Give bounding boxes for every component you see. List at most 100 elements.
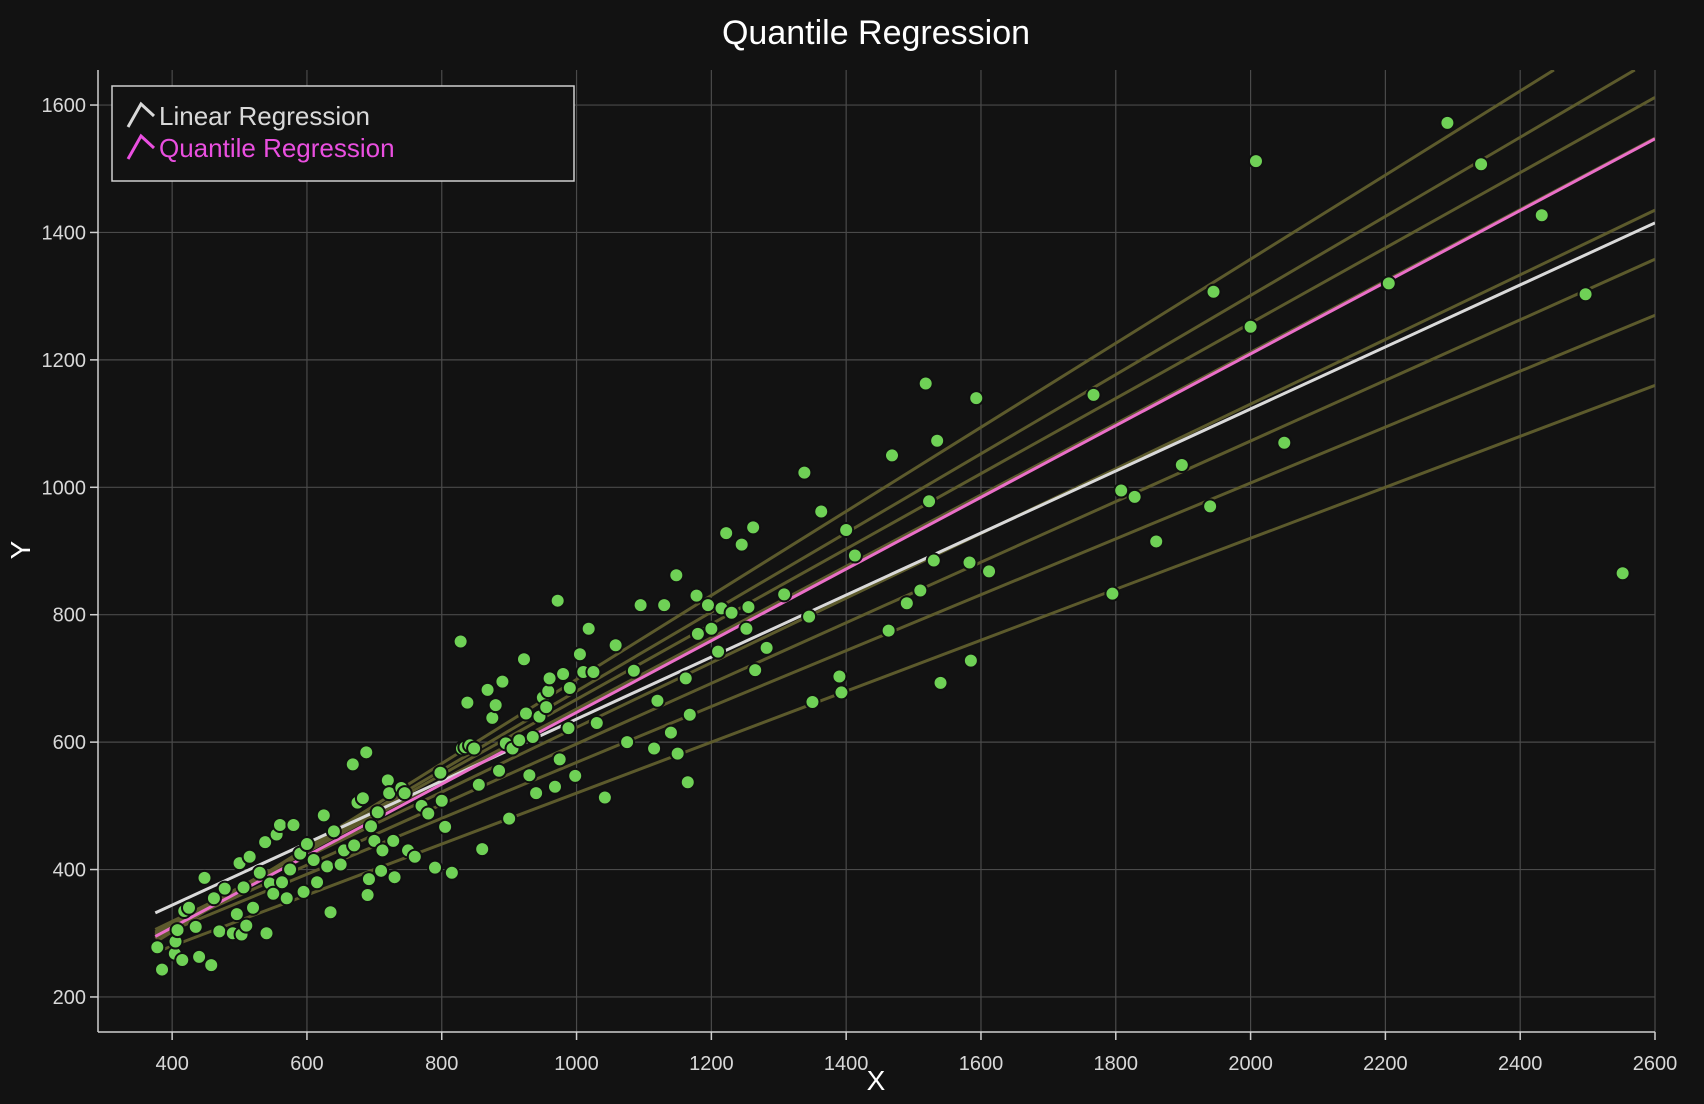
y-tick-label: 400 xyxy=(53,860,86,882)
data-point xyxy=(758,639,775,656)
data-point xyxy=(538,699,555,716)
x-tick-label: 2000 xyxy=(1228,1053,1273,1075)
data-point xyxy=(932,674,949,691)
data-point xyxy=(588,715,605,732)
data-point xyxy=(1242,318,1259,335)
data-point xyxy=(1614,565,1631,582)
data-point xyxy=(607,637,624,654)
data-point xyxy=(710,643,727,660)
y-tick-label: 1000 xyxy=(42,477,87,499)
data-point xyxy=(360,871,377,888)
data-point xyxy=(466,740,483,757)
x-tick-label: 1400 xyxy=(824,1053,869,1075)
data-point xyxy=(884,447,901,464)
data-point xyxy=(1104,585,1121,602)
data-point xyxy=(1533,207,1550,224)
data-point xyxy=(831,668,848,685)
data-point xyxy=(833,684,850,701)
data-point xyxy=(549,592,566,609)
data-point xyxy=(1380,275,1397,292)
quantile-line xyxy=(154,313,1655,939)
y-tick-label: 200 xyxy=(53,987,86,1009)
data-point xyxy=(369,804,386,821)
data-point xyxy=(703,620,720,637)
y-tick-label: 1400 xyxy=(42,222,87,244)
data-point xyxy=(216,880,233,897)
quantile-regression-legend-icon xyxy=(126,133,156,160)
data-point xyxy=(187,918,204,935)
data-point xyxy=(1113,482,1130,499)
data-point xyxy=(203,957,220,974)
data-point xyxy=(632,597,649,614)
data-point xyxy=(813,503,830,520)
data-point xyxy=(432,764,449,781)
data-point xyxy=(511,732,528,749)
data-point xyxy=(518,705,535,722)
data-point xyxy=(174,952,191,969)
data-point xyxy=(1473,156,1490,173)
data-point xyxy=(524,729,541,746)
data-point xyxy=(1126,488,1143,505)
x-tick-label: 600 xyxy=(290,1053,323,1075)
data-point xyxy=(1247,153,1264,170)
data-point xyxy=(515,651,532,668)
data-point xyxy=(235,879,252,896)
data-point xyxy=(745,519,762,536)
data-point xyxy=(274,874,291,891)
data-point xyxy=(662,724,679,741)
data-point xyxy=(740,599,757,616)
data-point xyxy=(346,837,363,854)
x-tick-label: 1200 xyxy=(689,1053,734,1075)
legend-box xyxy=(111,85,575,182)
data-point xyxy=(437,818,454,835)
legend-label-quantile-regression: Quantile Regression xyxy=(159,133,395,163)
data-point xyxy=(491,762,508,779)
data-point xyxy=(917,375,934,392)
data-point xyxy=(420,805,437,822)
data-point xyxy=(718,525,735,542)
quantile-line xyxy=(154,208,1655,931)
data-point xyxy=(501,810,518,827)
data-point xyxy=(571,646,588,663)
scatter-points xyxy=(149,114,1631,978)
data-point xyxy=(656,597,673,614)
data-point xyxy=(452,633,469,650)
data-point xyxy=(305,851,322,868)
data-point xyxy=(838,521,855,538)
data-point xyxy=(738,620,755,637)
data-point xyxy=(205,890,222,907)
data-point xyxy=(1173,456,1190,473)
data-point xyxy=(585,664,602,681)
data-point xyxy=(921,493,938,510)
data-point xyxy=(332,856,349,873)
legend: Linear Regression Quantile Regression xyxy=(111,85,575,182)
data-point xyxy=(278,890,295,907)
grid xyxy=(98,70,1656,1032)
data-point xyxy=(149,939,166,956)
axes: 400 600 800 1000 1200 1400 1600 1800 2000 2200 240… xyxy=(42,70,1678,1075)
x-tick-label: 2600 xyxy=(1633,1053,1678,1075)
data-point xyxy=(309,874,326,891)
data-point xyxy=(925,552,942,569)
data-point xyxy=(386,869,403,886)
data-point xyxy=(344,756,361,773)
y-tick-label: 1600 xyxy=(42,95,87,117)
data-point xyxy=(315,807,332,824)
data-point xyxy=(180,899,197,916)
data-point xyxy=(551,751,568,768)
data-point xyxy=(396,785,413,802)
data-point xyxy=(846,547,863,564)
data-point xyxy=(285,816,302,833)
data-point xyxy=(354,790,371,807)
x-tick-label: 800 xyxy=(425,1053,458,1075)
quantile-regression-line xyxy=(154,137,1655,938)
data-point xyxy=(470,776,487,793)
data-point xyxy=(646,740,663,757)
data-point xyxy=(677,670,694,687)
linear-regression-legend-icon xyxy=(126,101,156,128)
data-point xyxy=(555,665,572,682)
data-point xyxy=(1205,283,1222,300)
data-point xyxy=(776,586,793,603)
x-axis-title: X xyxy=(867,1065,886,1096)
